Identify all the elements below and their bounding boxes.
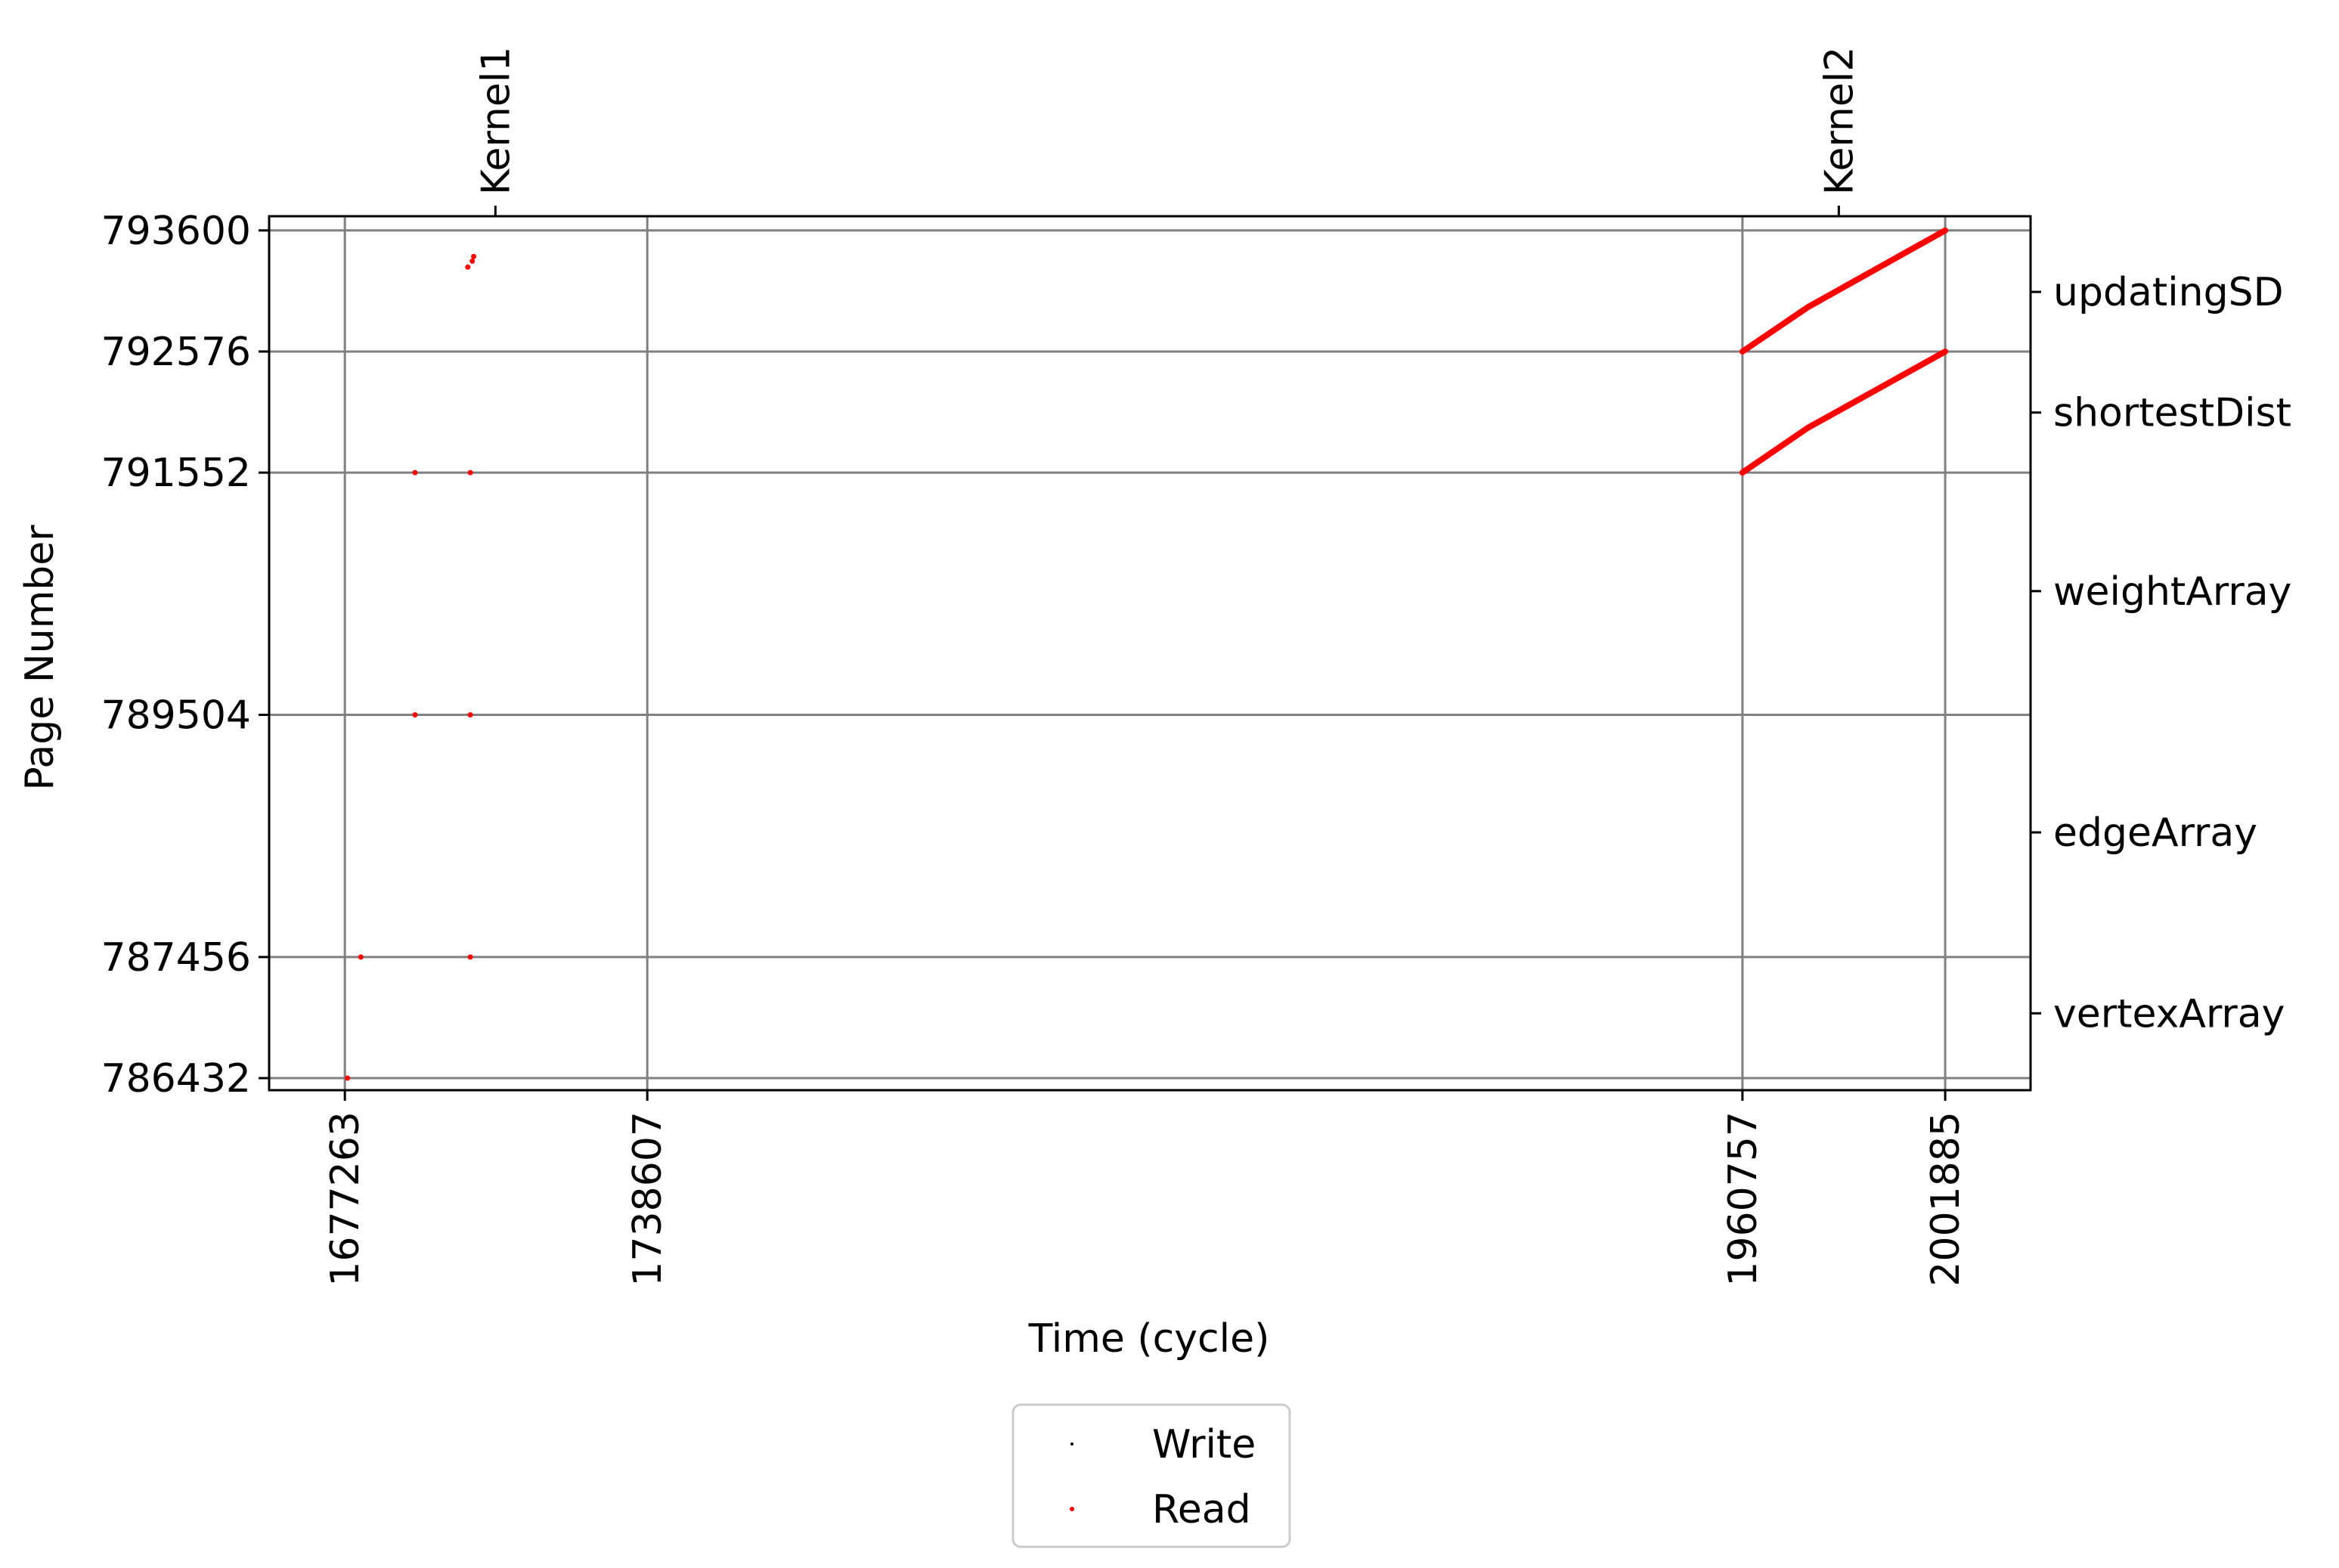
read-line-0 (1739, 349, 1949, 476)
legend-label-read: Read (1152, 1487, 1251, 1532)
read-point-4 (467, 469, 473, 476)
read-point-1 (358, 954, 364, 960)
legend-marker-write (1070, 1442, 1073, 1446)
y-tick-label-1: 787456 (101, 935, 251, 981)
right-tick-label-1: edgeArray (2053, 810, 2257, 856)
axes: 1677263 1738607 1960757 2001885 786432 787456… (101, 47, 2291, 1287)
y-axis-label: Page Number (17, 525, 63, 791)
right-tick-label-3: shortestDist (2053, 391, 2291, 436)
x-axis-label: Time (cycle) (1028, 1316, 1270, 1362)
x-tick-label-2: 1960757 (1721, 1111, 1766, 1287)
top-tick-label-1: Kernel2 (1817, 47, 1862, 195)
right-tick-label-2: weightArray (2053, 569, 2291, 615)
y-tick-label-3: 791552 (101, 451, 251, 496)
x-tick-label-3: 2001885 (1923, 1111, 1969, 1287)
right-tick-label-0: vertexArray (2053, 991, 2285, 1037)
read-point-8 (469, 258, 476, 264)
read-point-9 (471, 253, 477, 259)
read-point-7 (465, 264, 471, 270)
y-tick-label-5: 793600 (101, 209, 251, 254)
read-line-1 (1739, 227, 1949, 355)
read-point-5 (467, 712, 473, 717)
legend-label-write: Write (1152, 1422, 1256, 1467)
read-point-6 (467, 954, 473, 960)
grid-lines (269, 216, 2031, 1090)
legend-box (1012, 1403, 1291, 1548)
legend-marker-read (1070, 1507, 1074, 1511)
read-point-2 (412, 469, 418, 476)
y-tick-label-2: 789504 (101, 693, 251, 738)
top-tick-label-0: Kernel1 (473, 47, 519, 195)
y-tick-label-0: 786432 (101, 1056, 251, 1102)
x-tick-label-0: 1677263 (323, 1111, 368, 1287)
read-point-3 (412, 712, 418, 717)
legend: Write Read (1012, 1403, 1291, 1548)
read-point-0 (345, 1075, 351, 1081)
plot-frame (268, 215, 2032, 1092)
data-layer (345, 227, 1949, 1081)
x-tick-label-1: 1738607 (625, 1111, 671, 1287)
right-tick-label-4: updatingSD (2053, 270, 2284, 315)
y-tick-label-4: 792576 (101, 330, 251, 375)
